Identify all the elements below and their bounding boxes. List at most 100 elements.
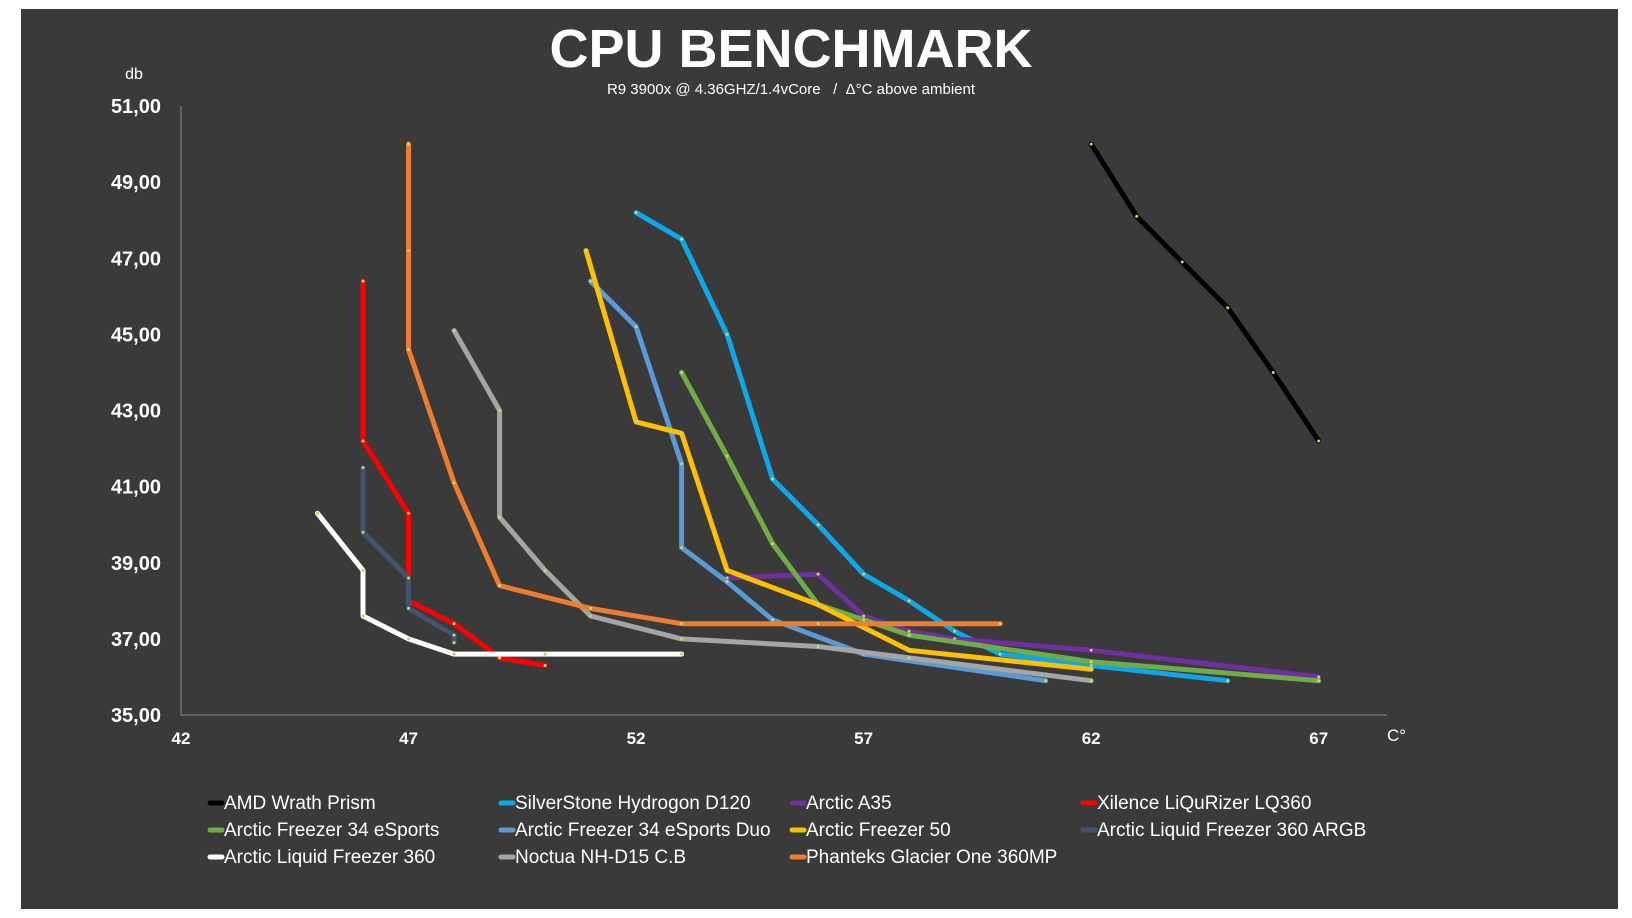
data-point <box>771 477 775 481</box>
legend-label: Arctic Freezer 50 <box>806 820 951 841</box>
data-point <box>816 572 820 576</box>
data-point <box>452 329 456 333</box>
data-point <box>634 325 638 329</box>
data-point <box>407 511 411 515</box>
data-point <box>725 332 729 336</box>
series-noctua-nh-d15-c-b <box>451 328 1094 684</box>
legend-label: Arctic A35 <box>806 793 892 814</box>
data-point <box>1089 142 1093 146</box>
y-tick-label: 43,00 <box>111 401 161 423</box>
data-point <box>361 614 365 618</box>
data-point <box>907 633 911 637</box>
chart-svg: CPU BENCHMARK R9 3900x @ 4.36GHZ/1.4vCor… <box>111 19 1406 868</box>
legend-item: Phanteks Glacier One 360MP <box>789 847 1057 868</box>
x-tick-label: 57 <box>854 729 873 748</box>
y-tick-label: 41,00 <box>111 477 161 499</box>
x-tick-label: 67 <box>1309 729 1328 748</box>
series-line-noctua-nh-d15-c-b <box>451 328 1094 684</box>
data-point <box>680 237 684 241</box>
data-point <box>361 279 365 283</box>
series-line-phanteks-glacier-one-360mp <box>406 141 1003 627</box>
data-point <box>407 576 411 580</box>
series-amd-wrath-prism <box>1088 141 1322 444</box>
data-point <box>316 511 320 515</box>
data-point <box>543 664 547 668</box>
data-point <box>816 603 820 607</box>
legend-item: SilverStone Hydrogon D120 <box>498 793 751 814</box>
series-line-xilence-liqurizer-lq360 <box>360 278 548 668</box>
data-point <box>584 249 588 253</box>
data-point <box>771 542 775 546</box>
data-point <box>998 652 1002 656</box>
y-ticks: 35,00 37,00 39,00 41,00 43,00 45,00 47,00 49,00… <box>111 96 161 727</box>
y-tick-label: 37,00 <box>111 629 161 651</box>
series-group <box>315 141 1322 684</box>
data-point <box>543 568 547 572</box>
legend-item: Arctic A35 <box>789 793 892 814</box>
data-point <box>361 466 365 470</box>
y-tick-label: 39,00 <box>111 553 161 575</box>
legend-label: Arctic Liquid Freezer 360 ARGB <box>1097 820 1366 841</box>
data-point <box>680 462 684 466</box>
series-arctic-freezer-34-esports <box>679 369 1322 684</box>
data-point <box>407 348 411 352</box>
data-point <box>771 618 775 622</box>
x-tick-label: 52 <box>627 729 646 748</box>
y-tick-label: 47,00 <box>111 248 161 270</box>
data-point <box>1226 306 1230 310</box>
data-point <box>1089 648 1093 652</box>
series-line-silverstone-hydrogon-d120 <box>633 210 1231 684</box>
y-axis-label: db <box>125 66 143 83</box>
x-tick-label: 62 <box>1082 729 1101 748</box>
data-point <box>452 652 456 656</box>
data-point <box>452 481 456 485</box>
data-point <box>1317 439 1321 443</box>
legend-item: Arctic Liquid Freezer 360 ARGB <box>1080 820 1366 841</box>
data-point <box>452 633 456 637</box>
data-point <box>452 622 456 626</box>
data-point <box>1135 214 1139 218</box>
legend-label: Arctic Freezer 34 eSports Duo <box>515 820 771 841</box>
data-point <box>361 530 365 534</box>
data-point <box>862 618 866 622</box>
data-point <box>407 142 411 146</box>
legend-label: Arctic Liquid Freezer 360 <box>224 847 435 868</box>
data-point <box>498 409 502 412</box>
data-point <box>498 656 502 660</box>
legend-label: Xilence LiQuRizer LQ360 <box>1097 793 1311 814</box>
legend-label: AMD Wrath Prism <box>224 793 376 814</box>
legend-label: Phanteks Glacier One 360MP <box>806 847 1057 868</box>
chart-panel: CPU BENCHMARK R9 3900x @ 4.36GHZ/1.4vCor… <box>21 9 1618 909</box>
y-tick-label: 45,00 <box>111 324 161 346</box>
data-point <box>1226 679 1230 683</box>
series-silverstone-hydrogon-d120 <box>633 210 1231 684</box>
series-line-arctic-freezer-50 <box>583 248 1094 672</box>
data-point <box>589 279 593 283</box>
legend-item: Xilence LiQuRizer LQ360 <box>1080 793 1311 814</box>
data-point <box>725 454 729 458</box>
data-point <box>1317 675 1321 679</box>
data-point <box>589 606 593 610</box>
data-point <box>680 652 684 656</box>
data-point <box>1180 260 1184 264</box>
data-point <box>634 420 638 424</box>
legend-label: Noctua NH-D15 C.B <box>515 847 686 868</box>
data-point <box>407 637 411 641</box>
data-point <box>1089 660 1093 664</box>
data-point <box>725 580 729 584</box>
series-arctic-liquid-freezer-360 <box>315 510 685 657</box>
data-point <box>907 599 911 603</box>
data-point <box>862 572 866 576</box>
data-point <box>680 637 684 641</box>
series-line-amd-wrath-prism <box>1088 141 1322 444</box>
data-point <box>816 644 820 648</box>
data-point <box>1089 679 1093 683</box>
legend-item: Arctic Freezer 34 eSports <box>207 820 439 841</box>
data-point <box>907 629 911 633</box>
x-tick-label: 47 <box>399 729 418 748</box>
data-point <box>498 584 502 588</box>
data-point <box>1089 667 1093 671</box>
series-arctic-freezer-50 <box>583 248 1094 672</box>
series-phanteks-glacier-one-360mp <box>406 141 1003 627</box>
data-point <box>634 211 638 215</box>
